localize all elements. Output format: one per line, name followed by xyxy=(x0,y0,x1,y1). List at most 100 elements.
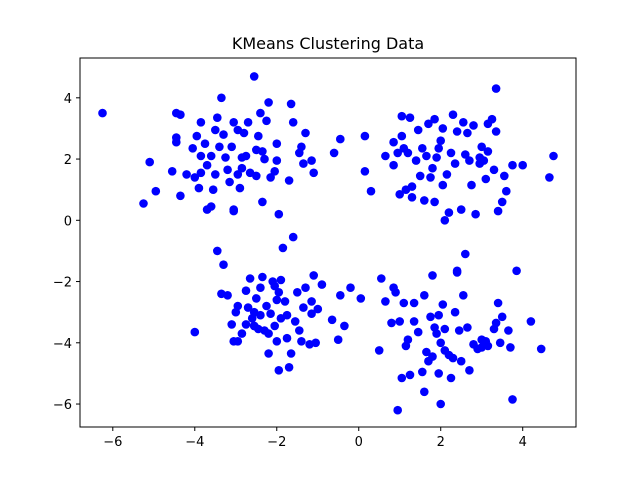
data-point xyxy=(477,343,487,352)
data-point xyxy=(237,163,247,173)
data-point xyxy=(333,335,343,345)
data-point xyxy=(288,232,298,242)
data-point xyxy=(256,310,265,320)
data-point xyxy=(336,134,345,144)
data-point xyxy=(196,151,206,161)
data-point xyxy=(420,291,429,300)
data-point xyxy=(253,131,263,141)
data-point xyxy=(297,142,306,152)
data-point xyxy=(467,180,476,190)
data-point xyxy=(405,113,415,122)
y-tick-label: −4 xyxy=(53,337,72,352)
data-point xyxy=(176,110,185,119)
data-point xyxy=(450,159,460,168)
data-point xyxy=(200,139,210,148)
data-point xyxy=(545,173,554,182)
data-point xyxy=(465,156,474,165)
data-point xyxy=(454,326,464,335)
data-point xyxy=(418,367,427,377)
data-point xyxy=(243,118,253,127)
data-point xyxy=(391,288,400,297)
data-point xyxy=(215,142,224,152)
data-point xyxy=(266,173,275,182)
data-point xyxy=(397,111,407,121)
data-point xyxy=(295,326,304,335)
data-point xyxy=(336,291,345,300)
data-point xyxy=(272,139,282,148)
data-point xyxy=(262,116,271,126)
data-point xyxy=(206,202,216,211)
data-point xyxy=(233,170,243,179)
data-point xyxy=(241,320,251,329)
data-point xyxy=(264,349,273,358)
data-point xyxy=(434,144,444,153)
data-point xyxy=(346,283,355,293)
data-point xyxy=(235,183,245,193)
data-point xyxy=(213,113,222,122)
data-point xyxy=(284,363,294,372)
data-point xyxy=(260,154,269,164)
data-point xyxy=(282,333,292,343)
data-point xyxy=(461,249,470,259)
data-point xyxy=(446,148,456,158)
data-point xyxy=(272,295,282,305)
plot-area-frame xyxy=(79,57,577,428)
data-point xyxy=(266,309,275,319)
data-point xyxy=(500,171,509,181)
data-point xyxy=(282,310,292,320)
x-axis-ticks: −6 −4 −2 0 2 4 xyxy=(103,427,527,450)
data-point xyxy=(434,310,444,320)
data-point xyxy=(459,291,468,300)
data-point xyxy=(448,110,458,119)
data-point xyxy=(381,297,390,306)
data-point xyxy=(227,142,236,152)
data-point xyxy=(397,373,407,383)
data-point xyxy=(297,337,306,346)
data-point xyxy=(309,168,319,178)
data-point xyxy=(229,206,238,216)
data-point xyxy=(465,366,474,375)
x-tick-label: 2 xyxy=(437,435,445,450)
data-point xyxy=(311,338,321,348)
data-point xyxy=(508,395,517,404)
chart-title: KMeans Clustering Data xyxy=(232,34,424,53)
data-point xyxy=(428,163,437,173)
data-point xyxy=(286,349,296,358)
data-point xyxy=(403,148,413,158)
data-point xyxy=(442,170,452,179)
data-point xyxy=(526,317,536,326)
x-tick-label: −6 xyxy=(103,435,122,450)
data-point xyxy=(307,309,316,319)
data-point xyxy=(262,301,271,311)
data-point xyxy=(393,405,403,415)
data-point xyxy=(313,304,323,314)
data-point xyxy=(446,373,456,383)
data-point xyxy=(436,399,446,409)
data-point xyxy=(211,170,220,179)
data-point xyxy=(258,272,267,282)
data-point xyxy=(290,317,300,326)
y-tick-label: −6 xyxy=(53,398,72,413)
data-point xyxy=(182,170,191,179)
data-point xyxy=(286,99,296,109)
data-point xyxy=(288,118,298,127)
data-point xyxy=(432,329,441,338)
data-point xyxy=(264,98,273,107)
data-point xyxy=(270,167,280,176)
data-point xyxy=(413,125,423,135)
data-point xyxy=(430,114,439,124)
data-point xyxy=(329,148,339,158)
data-point xyxy=(249,72,259,81)
data-point xyxy=(213,246,222,256)
data-point xyxy=(258,197,267,207)
data-point xyxy=(450,307,460,317)
data-point xyxy=(405,370,415,380)
data-point xyxy=(274,288,284,297)
data-point xyxy=(413,327,423,337)
data-point xyxy=(98,108,107,118)
data-point xyxy=(219,130,228,139)
data-point xyxy=(508,160,517,170)
data-point xyxy=(274,366,284,375)
data-point xyxy=(456,205,466,214)
